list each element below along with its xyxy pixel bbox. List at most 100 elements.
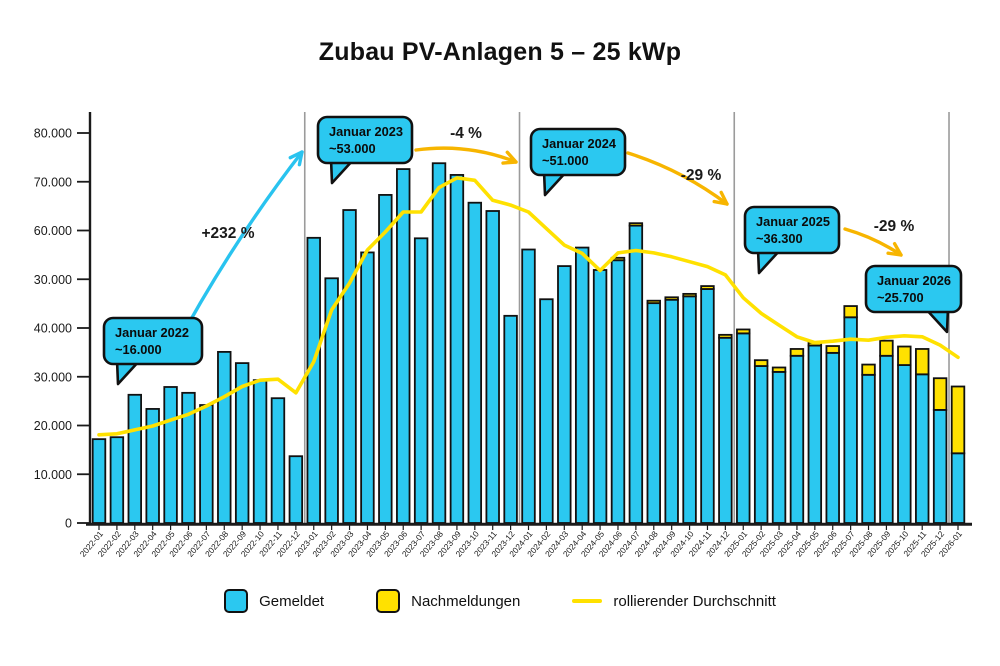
bar-nachmeldung-2025-06 xyxy=(825,345,840,354)
callout-value: ~16.000 xyxy=(115,342,162,357)
legend-item-rolling: rollierender Durchschnitt xyxy=(572,593,776,610)
rolling-line-swatch-icon xyxy=(572,599,603,603)
callout-value: ~36.300 xyxy=(756,231,803,246)
bar-gemeldet-2024-09 xyxy=(664,298,679,524)
bar-gemeldet-2023-07 xyxy=(413,237,429,524)
y-tick-label: 0 xyxy=(65,517,72,531)
y-tick-label: 20.000 xyxy=(34,419,72,433)
trend-arrow-2 xyxy=(626,151,729,206)
bar-gemeldet-2025-01 xyxy=(736,332,751,524)
trend-arrowhead-3 xyxy=(886,242,903,257)
bar-nachmeldung-2026-01 xyxy=(950,385,966,455)
legend-label-nachmeldungen: Nachmeldungen xyxy=(411,592,521,610)
callout-title: Januar 2026 xyxy=(877,273,951,288)
bar-gemeldet-2024-03 xyxy=(557,265,572,524)
trend-arrowhead-1 xyxy=(501,150,518,165)
legend-label-gemeldet: Gemeldet xyxy=(259,592,325,610)
y-tick-label: 40.000 xyxy=(34,322,72,336)
bar-gemeldet-2025-06 xyxy=(825,351,840,524)
bar-gemeldet-2023-09 xyxy=(449,174,465,524)
bar-gemeldet-2025-07 xyxy=(843,316,858,524)
callout-title: Januar 2024 xyxy=(542,136,617,151)
rolling-average-line xyxy=(97,176,960,437)
bar-gemeldet-2025-03 xyxy=(771,370,787,524)
bar-nachmeldung-2025-09 xyxy=(879,339,894,357)
bar-nachmeldung-2024-08 xyxy=(646,299,661,305)
bar-gemeldet-2023-11 xyxy=(485,210,500,524)
bar-nachmeldung-2025-03 xyxy=(771,366,787,373)
y-tick-label: 60.000 xyxy=(34,224,72,238)
callout-bubble xyxy=(864,264,963,314)
bar-gemeldet-2023-05 xyxy=(378,194,393,524)
gemeldet-swatch-icon xyxy=(224,589,249,613)
bar-gemeldet-2022-12 xyxy=(288,455,304,524)
bar-nachmeldung-2024-12 xyxy=(718,333,733,339)
y-tick-label: 10.000 xyxy=(34,468,72,482)
bar-gemeldet-2024-10 xyxy=(682,295,697,524)
bar-gemeldet-2025-10 xyxy=(897,364,912,524)
bar-gemeldet-2024-05 xyxy=(592,269,608,524)
callout-title: Januar 2023 xyxy=(329,124,403,139)
callout-value: ~53.000 xyxy=(329,141,376,156)
bar-nachmeldung-2025-10 xyxy=(897,345,912,366)
bar-gemeldet-2022-11 xyxy=(270,397,286,524)
bar-gemeldet-2025-05 xyxy=(807,344,823,524)
callout-bubble xyxy=(102,316,204,366)
trend-arrowhead-2 xyxy=(712,190,729,206)
trend-arrowhead-0 xyxy=(288,150,304,167)
trend-label-0: +232 % xyxy=(201,225,254,242)
bar-nachmeldung-2025-12 xyxy=(932,377,948,411)
bar-nachmeldung-2024-10 xyxy=(682,292,697,298)
bar-nachmeldung-2024-09 xyxy=(664,296,679,301)
bar-gemeldet-2024-08 xyxy=(646,302,661,524)
legend-item-gemeldet: Gemeldet xyxy=(224,589,324,613)
bar-gemeldet-2022-07 xyxy=(199,404,214,524)
bar-gemeldet-2025-04 xyxy=(789,354,805,524)
y-tick-label: 30.000 xyxy=(34,370,72,384)
bar-gemeldet-2025-08 xyxy=(861,373,876,524)
callout-title: Januar 2022 xyxy=(115,325,189,340)
callout-value: ~25.700 xyxy=(877,290,924,305)
bar-gemeldet-2024-01 xyxy=(521,248,536,524)
bar-gemeldet-2024-12 xyxy=(718,336,733,524)
callout-januar-2024: Januar 2024 ~51.000 xyxy=(529,127,627,197)
nachmeldungen-swatch-icon xyxy=(376,589,401,613)
callout-januar-2023: Januar 2023 ~53.000 xyxy=(316,115,414,185)
bar-gemeldet-2022-02 xyxy=(109,436,125,524)
bar-nachmeldung-2024-11 xyxy=(700,285,715,290)
bar-gemeldet-2025-12 xyxy=(932,408,948,524)
bar-gemeldet-2026-01 xyxy=(950,452,966,524)
callout-januar-2025: Januar 2025 ~36.300 xyxy=(743,205,841,275)
legend-item-nachmeldungen: Nachmeldungen xyxy=(376,589,520,613)
trend-arrow-3 xyxy=(843,227,903,257)
bar-gemeldet-2023-04 xyxy=(360,251,375,524)
callout-januar-2026: Januar 2026 ~25.700 xyxy=(864,264,963,334)
bar-gemeldet-2025-09 xyxy=(879,354,894,524)
trend-label-2: -29 % xyxy=(681,167,722,184)
bar-nachmeldung-2025-04 xyxy=(789,348,805,357)
bar-gemeldet-2025-02 xyxy=(753,365,769,524)
bar-nachmeldung-2025-01 xyxy=(736,328,751,335)
y-tick-label: 70.000 xyxy=(34,175,72,189)
trend-label-1: -4 % xyxy=(450,125,482,142)
bar-gemeldet-2024-02 xyxy=(539,298,554,524)
trend-label-3: -29 % xyxy=(874,218,915,235)
callout-bubble xyxy=(743,205,841,255)
bar-gemeldet-2024-06 xyxy=(610,259,626,524)
bar-gemeldet-2023-10 xyxy=(467,201,483,524)
chart-title: Zubau PV-Anlagen 5 – 25 kWp xyxy=(318,38,682,66)
y-tick-label: 80.000 xyxy=(34,127,72,141)
bar-gemeldet-2024-07 xyxy=(628,224,644,524)
bar-gemeldet-2022-08 xyxy=(217,350,232,524)
bar-nachmeldung-2025-08 xyxy=(861,363,876,376)
legend-label-rolling: rollierender Durchschnitt xyxy=(613,592,776,610)
callout-value: ~51.000 xyxy=(542,153,589,168)
bar-nachmeldung-2025-07 xyxy=(843,305,858,319)
callout-bubble xyxy=(529,127,627,177)
bar-gemeldet-2023-08 xyxy=(431,162,447,524)
callout-title: Januar 2025 xyxy=(756,214,830,229)
callout-bubble xyxy=(316,115,414,165)
bar-gemeldet-2024-04 xyxy=(574,246,590,524)
y-tick-label: 30.000 xyxy=(34,273,72,287)
bar-gemeldet-2022-10 xyxy=(252,379,268,524)
